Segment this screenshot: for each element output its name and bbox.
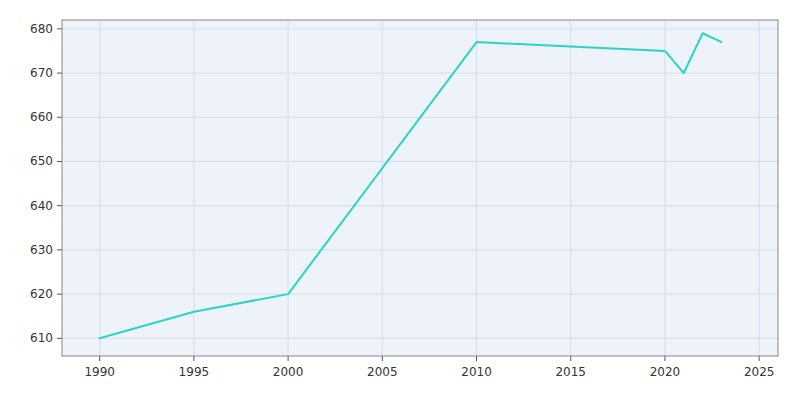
x-tick: [382, 356, 383, 361]
x-tick-label: 2020: [650, 365, 681, 379]
y-tick: [57, 294, 62, 295]
x-grid-line: [759, 20, 760, 356]
y-tick-label: 640: [30, 199, 53, 213]
y-tick: [57, 73, 62, 74]
x-axis: 1990 1995 2000 2005 2010 2015 2020 2025: [84, 356, 774, 379]
series-group: [100, 33, 722, 338]
x-tick-label: 2000: [273, 365, 304, 379]
y-tick-label: 660: [30, 110, 53, 124]
y-tick: [57, 338, 62, 339]
x-tick-label: 2010: [461, 365, 492, 379]
x-grid-line: [382, 20, 383, 356]
x-grid-line: [288, 20, 289, 356]
x-grid-line: [664, 20, 665, 356]
x-tick-label: 2025: [744, 365, 775, 379]
y-tick-label: 610: [30, 331, 53, 345]
grid: [62, 20, 778, 356]
y-tick-label: 620: [30, 287, 53, 301]
y-tick-label: 650: [30, 154, 53, 168]
y-axis: 610 620 630 640 650 660 670 680: [30, 22, 62, 345]
x-grid-line: [570, 20, 571, 356]
plot-background: [62, 20, 778, 356]
x-tick: [664, 356, 665, 361]
x-grid-line: [99, 20, 100, 356]
y-grid-line: [62, 161, 778, 162]
x-tick: [288, 356, 289, 361]
y-tick-label: 670: [30, 66, 53, 80]
y-grid-line: [62, 338, 778, 339]
y-grid-line: [62, 294, 778, 295]
x-grid-line: [476, 20, 477, 356]
data-line: [100, 33, 722, 338]
y-tick: [57, 161, 62, 162]
x-tick: [570, 356, 571, 361]
y-tick: [57, 117, 62, 118]
y-tick: [57, 28, 62, 29]
y-tick: [57, 249, 62, 250]
x-tick: [759, 356, 760, 361]
y-tick: [57, 205, 62, 206]
x-tick: [193, 356, 194, 361]
y-grid-line: [62, 28, 778, 29]
y-grid-line: [62, 205, 778, 206]
x-tick-label: 2015: [555, 365, 586, 379]
x-tick-label: 1995: [179, 365, 210, 379]
y-grid-line: [62, 73, 778, 74]
chart: 1990 1995 2000 2005 2010 2015 2020 2025 610 620 63…: [0, 0, 800, 400]
x-tick-label: 2005: [367, 365, 398, 379]
x-tick: [99, 356, 100, 361]
plot-frame: [62, 20, 778, 356]
x-tick-label: 1990: [84, 365, 115, 379]
y-tick-label: 680: [30, 22, 53, 36]
chart-container: 1990 1995 2000 2005 2010 2015 2020 2025 610 620 63…: [0, 0, 800, 400]
x-tick: [476, 356, 477, 361]
x-grid-line: [193, 20, 194, 356]
y-grid-line: [62, 249, 778, 250]
y-tick-label: 630: [30, 243, 53, 257]
